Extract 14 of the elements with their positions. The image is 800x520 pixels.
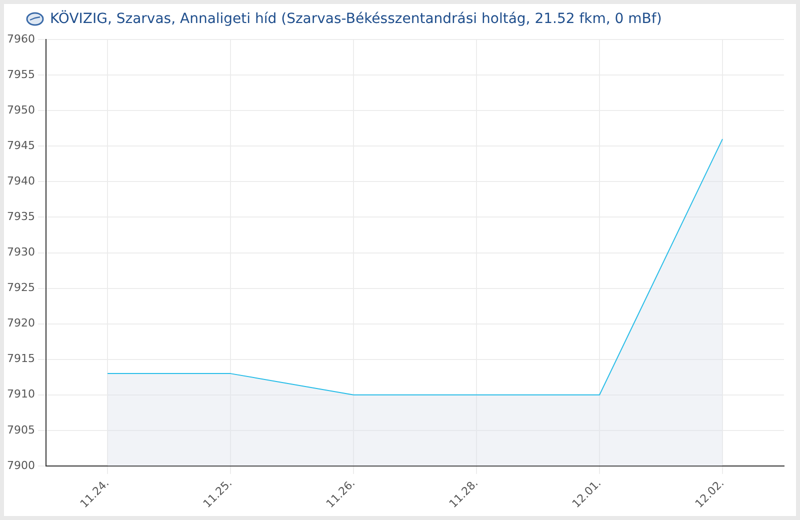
y-tick-label: 7935 <box>6 210 35 224</box>
y-tick-label: 7920 <box>6 316 35 330</box>
y-tick-label: 7910 <box>6 388 35 401</box>
y-tick-label: 7960 <box>6 32 35 46</box>
y-tick-label: 7915 <box>6 352 35 366</box>
y-tick-label: 7925 <box>6 281 35 294</box>
chart-title: KÖVIZIG, Szarvas, Annaligeti híd (Szarvas-Békésszentandrási holtág, 21.52 fkm, 0 mBf) <box>50 11 662 27</box>
y-tick-label: 7940 <box>6 174 35 188</box>
y-tick-label: 7905 <box>6 423 35 436</box>
y-tick-label: 7955 <box>6 68 35 81</box>
y-tick-label: 7930 <box>6 246 35 259</box>
y-tick-label: 7900 <box>6 458 35 472</box>
y-tick-label: 7945 <box>6 139 35 152</box>
y-tick-label: 7950 <box>6 104 35 117</box>
